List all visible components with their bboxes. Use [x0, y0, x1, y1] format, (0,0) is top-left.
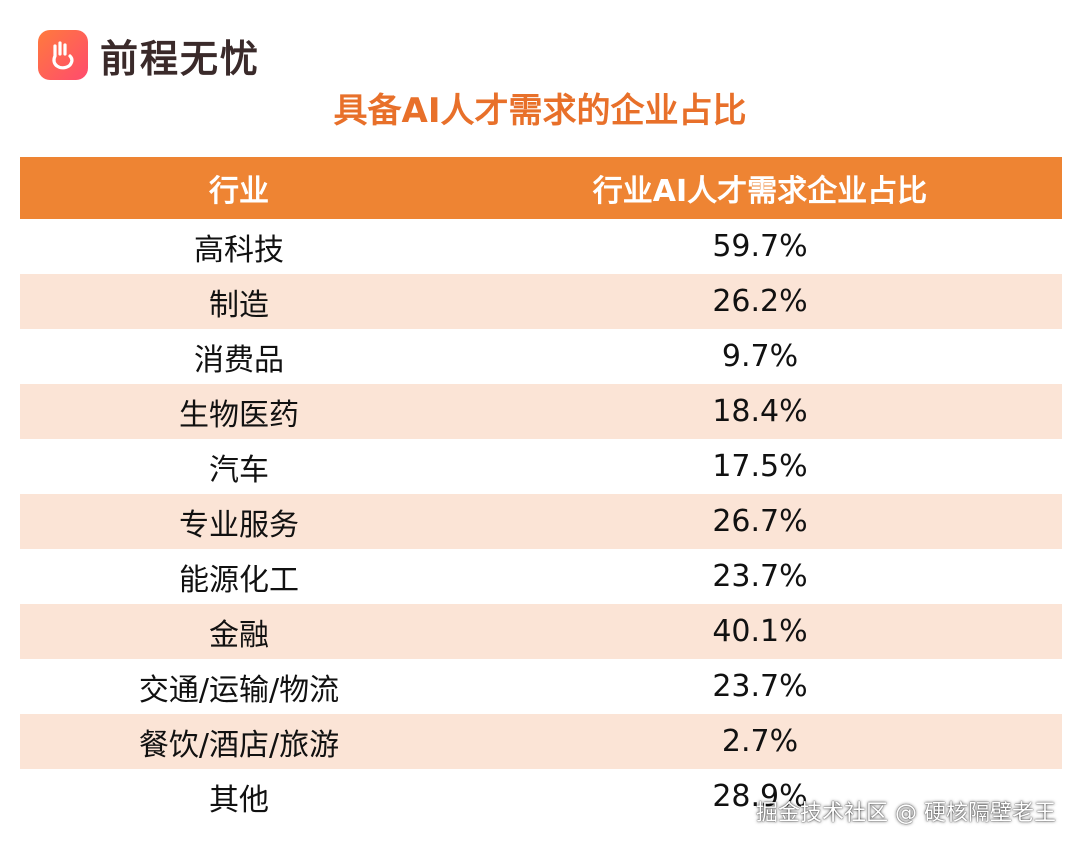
- table-row: 汽车 17.5%: [20, 439, 1062, 494]
- table-row: 制造 26.2%: [20, 274, 1062, 329]
- table-row: 专业服务 26.7%: [20, 494, 1062, 549]
- industry-cell: 餐饮/酒店/旅游: [138, 727, 340, 763]
- brand-name: 前程无忧: [100, 36, 261, 81]
- table-header: 行业 行业AI人才需求企业占比: [20, 157, 1062, 219]
- table-row: 能源化工 23.7%: [20, 549, 1062, 604]
- share-cell: 59.7%: [712, 229, 808, 264]
- table-row: 高科技 59.7%: [20, 219, 1062, 274]
- industry-table: 行业 行业AI人才需求企业占比 高科技 59.7% 制造 26.2% 消费品 9.7% 生物…: [20, 157, 1062, 824]
- industry-cell: 金融: [209, 617, 269, 653]
- table-row: 生物医药 18.4%: [20, 384, 1062, 439]
- table-row: 餐饮/酒店/旅游 2.7%: [20, 714, 1062, 769]
- industry-cell: 交通/运输/物流: [138, 672, 340, 708]
- chart-title: 具备AI人才需求的企业占比: [333, 91, 747, 131]
- watermark-text: 掘金技术社区 @ 硬核隔壁老王: [756, 801, 1056, 826]
- table-body: 高科技 59.7% 制造 26.2% 消费品 9.7% 生物医药 18.4% 汽车 17.5% 专业…: [20, 219, 1062, 824]
- share-cell: 2.7%: [721, 724, 799, 759]
- hand-icon: [38, 30, 88, 80]
- table-row: 其他 28.9%: [20, 769, 1062, 824]
- industry-cell: 能源化工: [179, 562, 299, 598]
- share-cell: 18.4%: [712, 394, 808, 429]
- share-cell: 40.1%: [712, 614, 808, 649]
- column-header-industry: 行业: [209, 174, 269, 209]
- share-cell: 28.9%: [712, 779, 808, 814]
- industry-cell: 其他: [209, 782, 269, 818]
- industry-cell: 汽车: [209, 452, 269, 488]
- share-cell: 17.5%: [712, 449, 808, 484]
- industry-cell: 高科技: [194, 232, 284, 268]
- table-row: 消费品 9.7%: [20, 329, 1062, 384]
- industry-cell: 消费品: [194, 342, 284, 378]
- share-cell: 26.2%: [712, 284, 808, 319]
- brand-logo: 前程无忧: [38, 28, 260, 82]
- share-cell: 9.7%: [721, 339, 799, 374]
- industry-cell: 专业服务: [179, 507, 299, 543]
- share-cell: 23.7%: [712, 559, 808, 594]
- share-cell: 23.7%: [712, 669, 808, 704]
- industry-cell: 制造: [209, 287, 269, 323]
- column-header-share: 行业AI人才需求企业占比: [592, 174, 928, 209]
- table-row: 交通/运输/物流 23.7%: [20, 659, 1062, 714]
- share-cell: 26.7%: [712, 504, 808, 539]
- industry-cell: 生物医药: [179, 397, 299, 433]
- table-row: 金融 40.1%: [20, 604, 1062, 659]
